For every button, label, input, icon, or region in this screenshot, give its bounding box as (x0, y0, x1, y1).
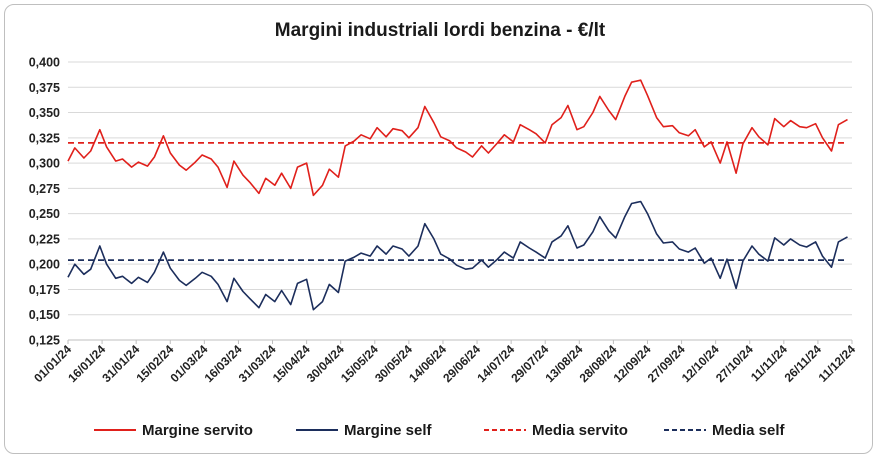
x-tick-label: 11/12/24 (816, 342, 859, 385)
chart-title: Margini industriali lordi benzina - €/lt (275, 20, 606, 41)
y-tick-label: 0,150 (29, 308, 60, 322)
y-tick-label: 0,350 (29, 106, 60, 120)
series-group (67, 79, 848, 311)
series-line-margine-servito (67, 79, 848, 197)
y-tick-label: 0,250 (29, 207, 60, 221)
y-tick-label: 0,200 (29, 258, 60, 272)
y-tick-label: 0,400 (29, 56, 60, 70)
legend-label: Media servito (532, 422, 628, 439)
y-tick-label: 0,300 (29, 157, 60, 171)
x-axis-ticks: 01/01/2416/01/2431/01/2415/02/2401/03/24… (31, 340, 858, 385)
y-tick-label: 0,125 (29, 334, 60, 348)
series-line-margine-self (67, 200, 848, 311)
y-tick-label: 0,375 (29, 81, 60, 95)
grid-lines (68, 61, 852, 341)
legend-label: Margine self (344, 422, 433, 439)
y-tick-label: 0,275 (29, 182, 60, 196)
y-tick-label: 0,325 (29, 131, 60, 145)
y-tick-label: 0,225 (29, 232, 60, 246)
y-axis-ticks: 0,125 0,150 0,175 0,200 0,225 0,250 0,275 0,300… (29, 56, 60, 348)
legend-label: Margine servito (142, 422, 253, 439)
legend-label: Media self (712, 422, 786, 439)
chart-frame (4, 4, 873, 454)
legend: Margine servito Margine self Media servito… (94, 422, 786, 439)
x-tick-label: 27/10/24 (713, 342, 756, 385)
y-tick-label: 0,175 (29, 283, 60, 297)
